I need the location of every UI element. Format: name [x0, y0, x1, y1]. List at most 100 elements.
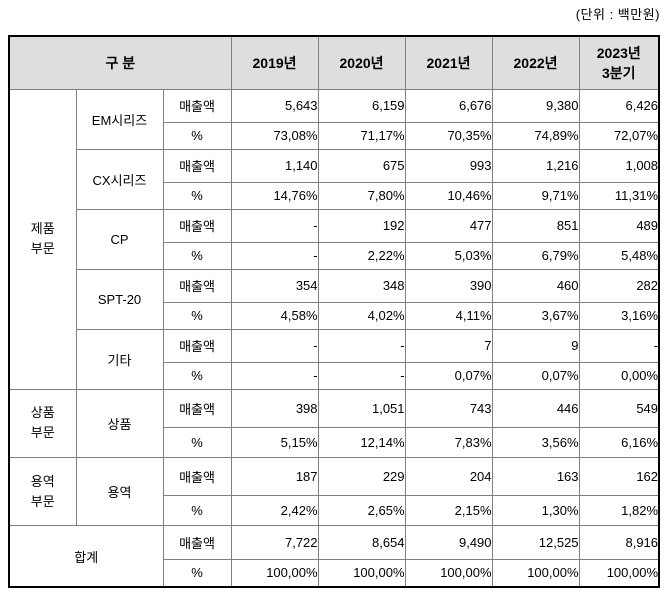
group-cell-em: EM시리즈: [75, 88, 164, 150]
value-cell: 9,490: [404, 525, 493, 560]
table-row: 합계 매출액 7,722 8,654 9,490 12,525 8,916: [8, 525, 660, 588]
value-cell: 7,83%: [404, 426, 493, 459]
header-year-2021: 2021년: [404, 35, 493, 90]
value-cell: -: [230, 362, 319, 390]
value-cell: 11,31%: [578, 181, 660, 210]
value-cell: 74,89%: [491, 121, 580, 150]
value-cell: 6,426: [578, 88, 660, 123]
table-row: % 73,08% 71,17% 70,35% 74,89% 72,07%: [9, 121, 660, 150]
group-cell-cx: CX시리즈: [75, 148, 164, 210]
header-year-2019: 2019년: [230, 35, 319, 90]
value-cell: 5,643: [230, 88, 319, 123]
value-cell: 0,07%: [491, 362, 580, 390]
value-cell: 3,16%: [578, 302, 660, 330]
value-cell: 229: [317, 457, 406, 497]
metric-label-sales: 매출액: [162, 328, 232, 364]
value-cell: 100,00%: [317, 558, 406, 588]
part-cell-goods: 상품 부문: [8, 388, 77, 459]
header-year-2020: 2020년: [317, 35, 406, 90]
value-cell: 1,051: [317, 388, 406, 428]
table-row: % 4,58% 4,02% 4,11% 3,67% 3,16%: [9, 302, 660, 330]
group-cell-service: 용역: [75, 457, 164, 527]
part-service-line2: 부문: [30, 493, 55, 509]
part-product-line2: 부문: [30, 241, 55, 257]
value-cell: 6,159: [317, 88, 406, 123]
value-cell: 7,80%: [317, 181, 406, 210]
table-row: % 5,15% 12,14% 7,83% 3,56% 6,16%: [9, 426, 660, 459]
value-cell: 348: [317, 268, 406, 304]
value-cell: 3,56%: [491, 426, 580, 459]
value-cell: 100,00%: [578, 558, 660, 588]
value-cell: 8,916: [578, 525, 660, 560]
value-cell: -: [230, 328, 319, 364]
part-goods-line1: 상품: [30, 405, 55, 421]
value-cell: 5,48%: [578, 241, 660, 270]
value-cell: 7,722: [230, 525, 319, 560]
unit-caption: (단위 : 백만원): [575, 7, 660, 22]
value-cell: 71,17%: [317, 121, 406, 150]
value-cell: 3,67%: [491, 302, 580, 330]
value-cell: 282: [578, 268, 660, 304]
value-cell: 390: [404, 268, 493, 304]
value-cell: 1,216: [491, 148, 580, 183]
group-cell-spt20: SPT-20: [75, 268, 164, 330]
value-cell: -: [578, 328, 660, 364]
value-cell: 12,14%: [317, 426, 406, 459]
value-cell: 460: [491, 268, 580, 304]
value-cell: 192: [317, 208, 406, 243]
table-row: CP 매출액 - 192 477 851 489: [9, 208, 660, 270]
value-cell: 100,00%: [491, 558, 580, 588]
value-cell: 12,525: [491, 525, 580, 560]
value-cell: 70,35%: [404, 121, 493, 150]
value-cell: 1,008: [578, 148, 660, 183]
header-row: 구 분 2019년 2020년 2021년 2022년 2023년 3분기: [8, 35, 660, 90]
metric-label-sales: 매출액: [162, 388, 232, 428]
value-cell: 100,00%: [404, 558, 493, 588]
part-service-line1: 용역: [30, 473, 55, 489]
metric-label-pct: %: [162, 558, 232, 588]
metric-label-pct: %: [162, 181, 232, 210]
value-cell: 851: [491, 208, 580, 243]
metric-label-pct: %: [162, 241, 232, 270]
value-cell: -: [230, 208, 319, 243]
metric-label-pct: %: [162, 121, 232, 150]
value-cell: 4,02%: [317, 302, 406, 330]
metric-label-pct: %: [162, 362, 232, 390]
header-year-2022: 2022년: [491, 35, 580, 90]
value-cell: 743: [404, 388, 493, 428]
value-cell: 354: [230, 268, 319, 304]
part-cell-service: 용역 부문: [8, 457, 77, 527]
table-row: 제품 부문 EM시리즈 매출액 5,643 6,159 6,676 9,380 …: [8, 88, 660, 390]
value-cell: 6,79%: [491, 241, 580, 270]
value-cell: 10,46%: [404, 181, 493, 210]
value-cell: 100,00%: [230, 558, 319, 588]
value-cell: 162: [578, 457, 660, 497]
group-cell-etc: 기타: [75, 328, 164, 390]
header-gubun: 구 분: [8, 35, 232, 90]
value-cell: 6,16%: [578, 426, 660, 459]
value-cell: 489: [578, 208, 660, 243]
table-row: % 14,76% 7,80% 10,46% 9,71% 11,31%: [9, 181, 660, 210]
total-label-cell: 합계: [8, 525, 164, 588]
table-row: % 100,00% 100,00% 100,00% 100,00% 100,00…: [9, 558, 660, 588]
value-cell: -: [230, 241, 319, 270]
value-cell: 73,08%: [230, 121, 319, 150]
table-row: % 2,42% 2,65% 2,15% 1,30% 1,82%: [9, 495, 660, 527]
value-cell: 2,15%: [404, 495, 493, 527]
revenue-table: 구 분 2019년 2020년 2021년 2022년 2023년 3분기 제품…: [8, 35, 661, 588]
value-cell: 0,00%: [578, 362, 660, 390]
value-cell: 204: [404, 457, 493, 497]
value-cell: 8,654: [317, 525, 406, 560]
value-cell: 2,65%: [317, 495, 406, 527]
part-cell-product: 제품 부문: [8, 88, 77, 390]
table-row: 상품 부문 상품 매출액 398 1,051 743 446 549: [8, 388, 660, 459]
header-year-2023q3-line1: 2023년: [596, 44, 641, 61]
metric-label-pct: %: [162, 302, 232, 330]
metric-label-pct: %: [162, 426, 232, 459]
value-cell: 2,42%: [230, 495, 319, 527]
group-cell-cp: CP: [75, 208, 164, 270]
value-cell: 5,15%: [230, 426, 319, 459]
value-cell: -: [317, 362, 406, 390]
metric-label-sales: 매출액: [162, 148, 232, 183]
